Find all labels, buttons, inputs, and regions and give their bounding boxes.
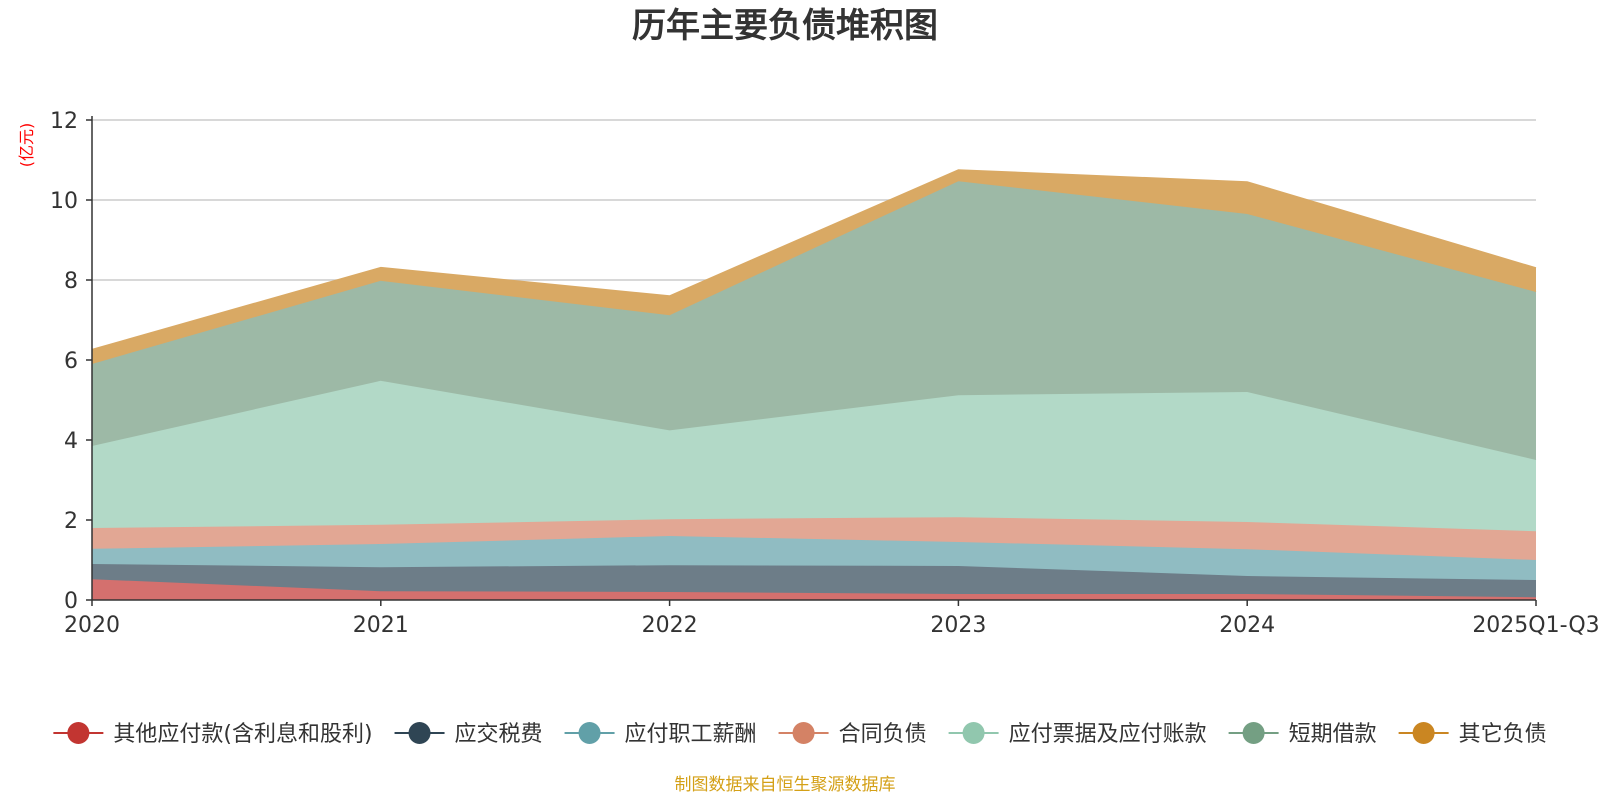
y-tick-label: 10 — [50, 189, 78, 214]
x-tick-label: 2024 — [1219, 613, 1275, 638]
legend-item-4[interactable]: 应付票据及应付账款 — [948, 722, 1207, 747]
x-tick-label: 2021 — [353, 613, 409, 638]
series-line-6 — [91, 169, 1537, 351]
area-series-0[interactable] — [92, 579, 1536, 600]
legend-item-6[interactable]: 其它负债 — [1398, 722, 1547, 747]
area-series-1[interactable] — [92, 564, 1536, 598]
legend-marker — [67, 722, 90, 744]
legend-marker — [1242, 722, 1265, 744]
y-unit-label: (亿元) — [17, 123, 36, 168]
plot-area — [91, 169, 1537, 600]
legend-item-2[interactable]: 应付职工薪酬 — [564, 722, 757, 747]
y-tick-label: 4 — [64, 429, 78, 454]
legend-marker — [1412, 722, 1435, 744]
area-series-3[interactable] — [92, 517, 1536, 560]
legend-label: 应付票据及应付账款 — [1009, 722, 1207, 747]
legend-marker — [408, 722, 431, 744]
x-tick-label: 2020 — [64, 613, 120, 638]
area-series-2[interactable] — [92, 536, 1536, 580]
area-series-5[interactable] — [92, 181, 1536, 460]
axes: 0 2 4 6 8 10 12 2020 2021 2022 2023 2024 2025Q1-Q3 — [50, 109, 1600, 638]
legend[interactable]: 其他应付款(含利息和股利) 应交税费 应付职工薪酬 合同负债 应付票据及应付账款 短期借款… — [53, 722, 1547, 747]
legend-label: 合同负债 — [839, 722, 927, 747]
chart-title: 历年主要负债堆积图 — [632, 6, 938, 46]
y-tick-label: 2 — [64, 509, 78, 534]
legend-label: 短期借款 — [1289, 722, 1377, 747]
y-tick-label: 8 — [64, 269, 78, 294]
y-tick-label: 6 — [64, 349, 78, 374]
y-tick-label: 12 — [50, 109, 78, 134]
legend-item-3[interactable]: 合同负债 — [778, 722, 927, 747]
legend-item-5[interactable]: 短期借款 — [1228, 722, 1377, 747]
legend-item-1[interactable]: 应交税费 — [394, 722, 543, 747]
legend-label: 应交税费 — [455, 722, 543, 747]
x-tick-label: 2022 — [642, 613, 698, 638]
legend-item-0[interactable]: 其他应付款(含利息和股利) — [53, 722, 373, 747]
data-source-note: 制图数据来自恒生聚源数据库 — [675, 775, 896, 795]
legend-marker — [792, 722, 815, 744]
legend-marker — [962, 722, 985, 744]
y-tick-label: 0 — [64, 589, 78, 614]
x-tick-label: 2025Q1-Q3 — [1472, 613, 1599, 638]
legend-label: 其他应付款(含利息和股利) — [113, 722, 372, 747]
legend-label: 应付职工薪酬 — [625, 722, 757, 747]
x-tick-label: 2023 — [930, 613, 986, 638]
legend-label: 其它负债 — [1459, 722, 1547, 747]
area-series-4[interactable] — [92, 380, 1536, 532]
legend-marker — [578, 722, 601, 744]
